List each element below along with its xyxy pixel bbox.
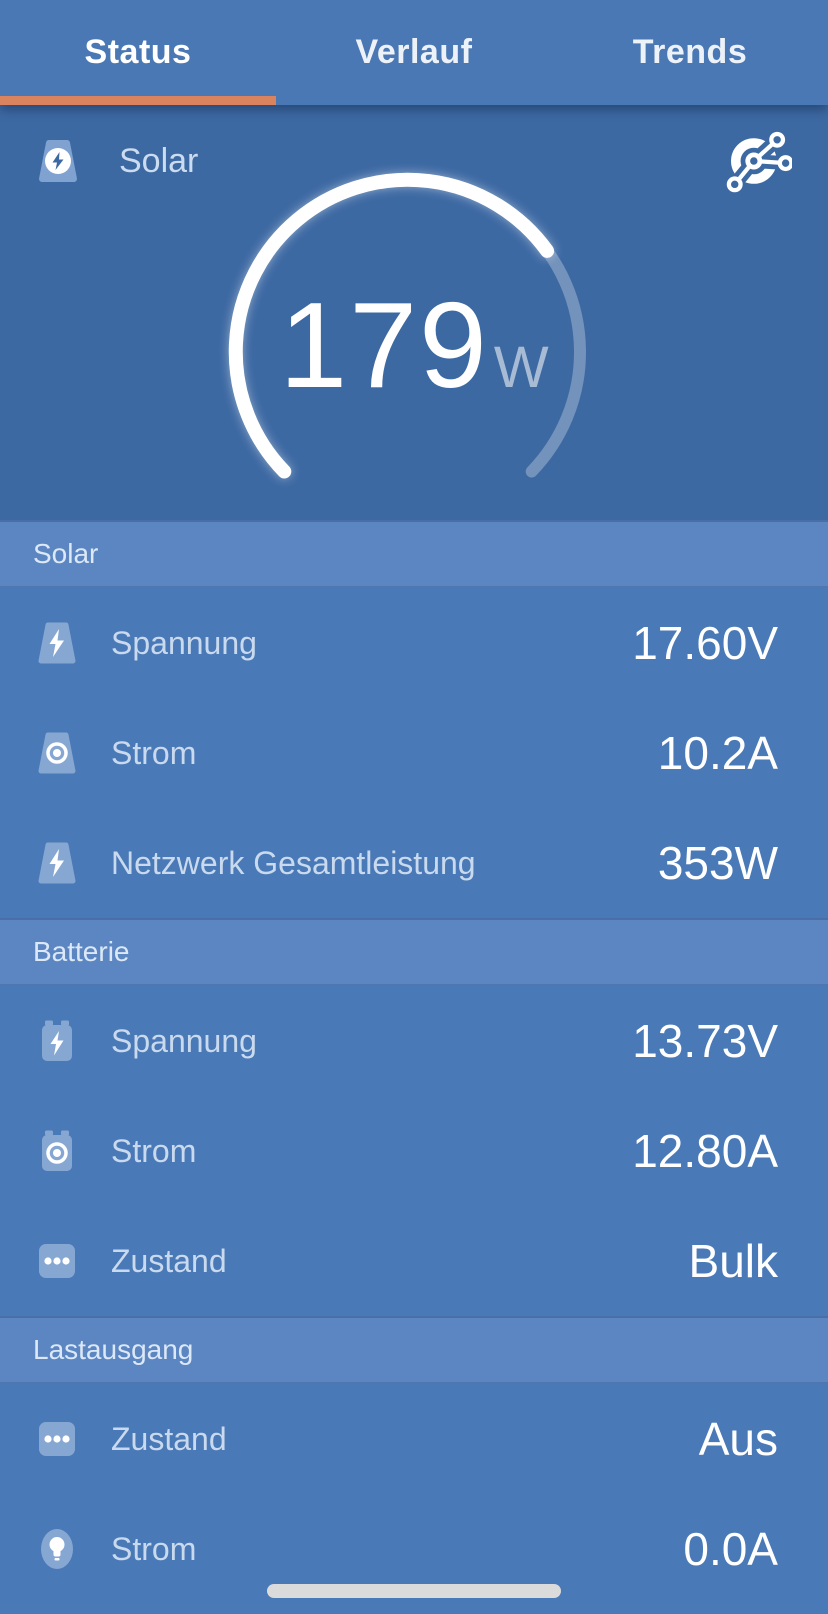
row-netzwerk-gesamtleistung: Netzwerk Gesamtleistung 353W xyxy=(0,808,828,918)
section-header-solar: Solar xyxy=(0,520,828,588)
batterie-rows: Spannung 13.73V Strom 12.80A Zustand Bul… xyxy=(0,986,828,1316)
gauge-power-unit: W xyxy=(493,335,549,400)
row-label: Strom xyxy=(111,734,197,771)
solar-charger-icon xyxy=(39,140,77,182)
row-value: Aus xyxy=(698,1413,778,1465)
row-batterie-strom: Strom 12.80A xyxy=(0,1096,828,1206)
row-lastausgang-strom: Strom 0.0A xyxy=(0,1494,828,1604)
solar-current-icon xyxy=(38,732,76,774)
row-value: 0.0A xyxy=(683,1523,778,1575)
tab-verlauf[interactable]: Verlauf xyxy=(355,33,473,71)
active-tab-indicator xyxy=(0,96,276,105)
gauge-power-number: 179 xyxy=(279,277,489,413)
solar-rows: Spannung 17.60V Strom 10.2A Netzwerk Ges… xyxy=(0,588,828,918)
row-batterie-zustand: Zustand Bulk xyxy=(0,1206,828,1316)
tab-status[interactable]: Status xyxy=(84,33,192,71)
home-indicator[interactable] xyxy=(267,1584,561,1598)
row-value: 353W xyxy=(657,837,778,889)
row-lastausgang-zustand: Zustand Aus xyxy=(0,1384,828,1494)
panel-title: Solar xyxy=(119,141,199,180)
tab-bar: Status Verlauf Trends xyxy=(0,0,828,105)
row-label: Zustand xyxy=(111,1242,227,1279)
row-solar-strom: Strom 10.2A xyxy=(0,698,828,808)
section-header-batterie: Batterie xyxy=(0,918,828,986)
battery-voltage-icon xyxy=(42,1020,72,1061)
section-header-lastausgang: Lastausgang xyxy=(0,1316,828,1384)
ve-smart-network-icon[interactable] xyxy=(722,129,792,193)
battery-current-icon xyxy=(42,1130,72,1171)
row-value: 17.60V xyxy=(632,617,778,669)
lastausgang-rows: Zustand Aus Strom 0.0A xyxy=(0,1384,828,1604)
solar-voltage-icon xyxy=(38,622,76,664)
row-label: Strom xyxy=(111,1530,197,1567)
gauge-value: 179 W xyxy=(0,284,828,406)
solar-gauge-panel: Solar 179 W xyxy=(0,105,828,520)
row-label: Spannung xyxy=(111,624,257,661)
row-label: Netzwerk Gesamtleistung xyxy=(111,844,476,881)
row-value: Bulk xyxy=(688,1235,778,1287)
tab-trends[interactable]: Trends xyxy=(632,33,748,71)
row-batterie-spannung: Spannung 13.73V xyxy=(0,986,828,1096)
row-value: 12.80A xyxy=(632,1125,778,1177)
row-solar-spannung: Spannung 17.60V xyxy=(0,588,828,698)
row-value: 10.2A xyxy=(657,727,778,779)
network-power-icon xyxy=(38,842,76,884)
row-label: Spannung xyxy=(111,1022,257,1059)
panel-header: Solar xyxy=(33,129,792,193)
load-bulb-icon xyxy=(41,1529,73,1569)
charge-state-icon xyxy=(39,1244,75,1278)
load-state-icon xyxy=(39,1422,75,1456)
row-label: Strom xyxy=(111,1132,197,1169)
row-value: 13.73V xyxy=(632,1015,778,1067)
power-gauge-arc xyxy=(228,172,586,479)
row-label: Zustand xyxy=(111,1420,227,1457)
